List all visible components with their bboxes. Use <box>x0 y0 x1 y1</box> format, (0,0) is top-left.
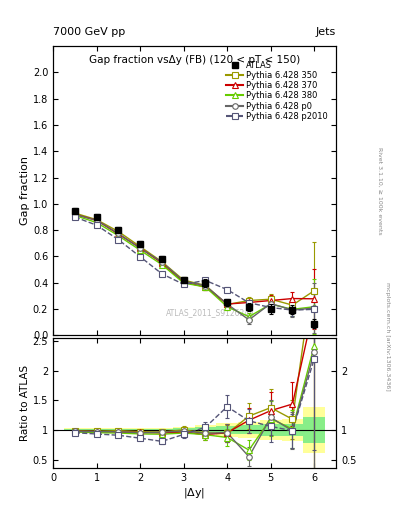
Legend: ATLAS, Pythia 6.428 350, Pythia 6.428 370, Pythia 6.428 380, Pythia 6.428 p0, Py: ATLAS, Pythia 6.428 350, Pythia 6.428 37… <box>225 59 329 122</box>
Text: ATLAS_2011_S9126244: ATLAS_2011_S9126244 <box>166 308 255 317</box>
Text: mcplots.cern.ch [arXiv:1306.3436]: mcplots.cern.ch [arXiv:1306.3436] <box>385 282 389 391</box>
Y-axis label: Ratio to ATLAS: Ratio to ATLAS <box>20 365 30 441</box>
Text: Jets: Jets <box>316 27 336 37</box>
Text: Gap fraction vsΔy (FB) (120 < pT < 150): Gap fraction vsΔy (FB) (120 < pT < 150) <box>89 55 300 65</box>
Text: 7000 GeV pp: 7000 GeV pp <box>53 27 125 37</box>
X-axis label: |$\Delta$y|: |$\Delta$y| <box>184 486 206 500</box>
Y-axis label: Gap fraction: Gap fraction <box>20 156 30 225</box>
Text: Rivet 3.1.10, ≥ 100k events: Rivet 3.1.10, ≥ 100k events <box>377 147 382 234</box>
